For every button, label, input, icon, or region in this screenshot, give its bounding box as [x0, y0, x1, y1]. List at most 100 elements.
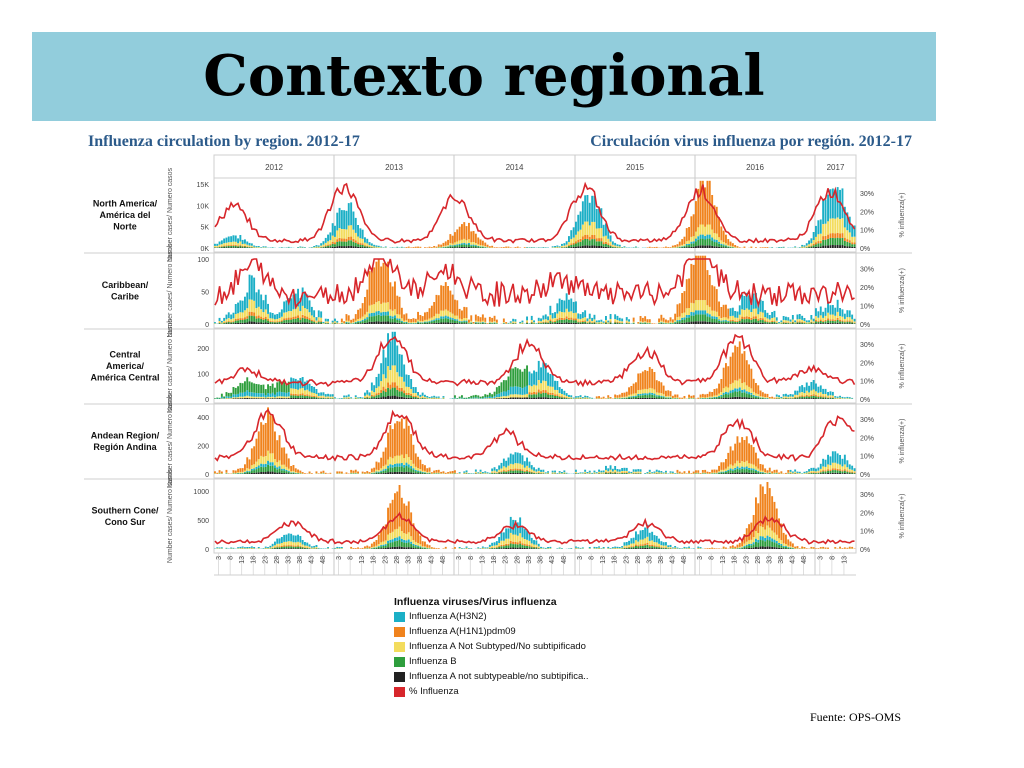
bar-segment [766, 393, 769, 398]
bar-segment [223, 243, 226, 246]
bar-segment [396, 463, 399, 467]
bar-segment [331, 235, 334, 242]
bar-segment [227, 323, 230, 324]
bar-segment [216, 243, 219, 246]
bar-segment [382, 527, 385, 542]
bar-segment [755, 393, 757, 396]
bar-segment [421, 397, 424, 398]
bar-segment [519, 453, 522, 464]
bar-segment [690, 241, 693, 244]
bar-segment [294, 535, 297, 543]
bar-segment [533, 546, 535, 548]
bar-segment [509, 321, 512, 323]
bar-segment [692, 395, 695, 398]
bar-segment [685, 317, 688, 323]
bar-segment [745, 385, 748, 392]
bar-segment [334, 246, 336, 248]
bar-segment [715, 317, 718, 320]
bar-segment [697, 245, 700, 248]
bar-segment [602, 236, 605, 243]
bar-segment [688, 243, 690, 246]
bar-segment [435, 246, 438, 248]
left-axis-label: Number cases/ Numero casos [167, 318, 174, 413]
bar-segment [310, 546, 313, 548]
bar-segment [287, 545, 290, 547]
bar-segment [387, 261, 389, 303]
bar-segment [237, 322, 239, 324]
bar-segment [391, 429, 394, 459]
bar-segment [442, 471, 445, 474]
bar-segment [370, 316, 373, 322]
bar-segment [798, 319, 801, 322]
bar-segment [618, 394, 621, 398]
bar-segment [841, 321, 844, 324]
bar-segment [572, 312, 575, 319]
bar-segment [304, 545, 306, 548]
bar-segment [426, 396, 429, 398]
bar-segment [484, 242, 487, 247]
bar-segment [808, 323, 810, 324]
bar-segment [308, 320, 311, 323]
bar-segment [502, 247, 505, 248]
bar-segment [516, 542, 519, 545]
bar-segment [343, 210, 346, 230]
bar-segment [514, 367, 517, 387]
bar-segment [417, 473, 419, 474]
bar-segment [708, 275, 711, 307]
bar-segment [773, 317, 776, 321]
bar-segment [602, 396, 605, 399]
bar-segment [741, 392, 744, 398]
bar-segment [320, 317, 323, 321]
bar-segment [715, 469, 718, 473]
bar-segment [644, 370, 647, 389]
bar-segment [729, 468, 732, 471]
bar-segment [285, 545, 288, 547]
bar-segment [234, 470, 237, 473]
bar-segment [380, 246, 383, 248]
bar-segment [370, 313, 373, 317]
bar-segment [458, 547, 461, 549]
bar-segment [725, 397, 727, 399]
bar-segment [320, 243, 323, 246]
bar-segment [297, 288, 299, 307]
bar-segment [625, 467, 628, 471]
bar-segment [456, 244, 459, 246]
bar-segment [250, 546, 253, 548]
bar-segment [412, 469, 415, 473]
bar-segment [718, 393, 720, 396]
bar-segment [313, 398, 316, 399]
bar-segment [257, 465, 260, 469]
bar-segment [292, 316, 295, 319]
bar-segment [255, 469, 258, 473]
bar-segment [394, 365, 396, 383]
bar-segment [533, 467, 535, 471]
bar-segment [738, 319, 741, 321]
y-tick-right: 30% [860, 492, 874, 499]
bar-segment [234, 398, 237, 399]
bar-segment [232, 387, 235, 395]
bar-segment [278, 538, 281, 544]
bar-segment [514, 397, 517, 399]
bar-segment [827, 238, 829, 246]
bar-segment [658, 322, 660, 323]
bar-segment [609, 471, 612, 473]
bar-segment [357, 322, 359, 324]
bar-segment [851, 472, 854, 474]
bar-segment [304, 390, 306, 395]
bar-segment [294, 473, 297, 474]
bar-segment [588, 245, 591, 248]
bar-segment [834, 323, 837, 324]
bar-segment [817, 317, 820, 321]
bar-segment [403, 472, 406, 474]
bar-segment [292, 378, 295, 389]
bar-segment [704, 321, 707, 324]
bar-segment [394, 423, 396, 457]
bar-segment [324, 472, 327, 474]
bar-segment [391, 331, 394, 366]
bar-segment [834, 472, 837, 474]
bar-segment [232, 547, 235, 549]
bar-segment [711, 316, 714, 319]
bar-segment [581, 245, 584, 248]
bar-segment [257, 393, 260, 397]
left-axis-label: Number cases/ Numero casos [167, 243, 174, 338]
